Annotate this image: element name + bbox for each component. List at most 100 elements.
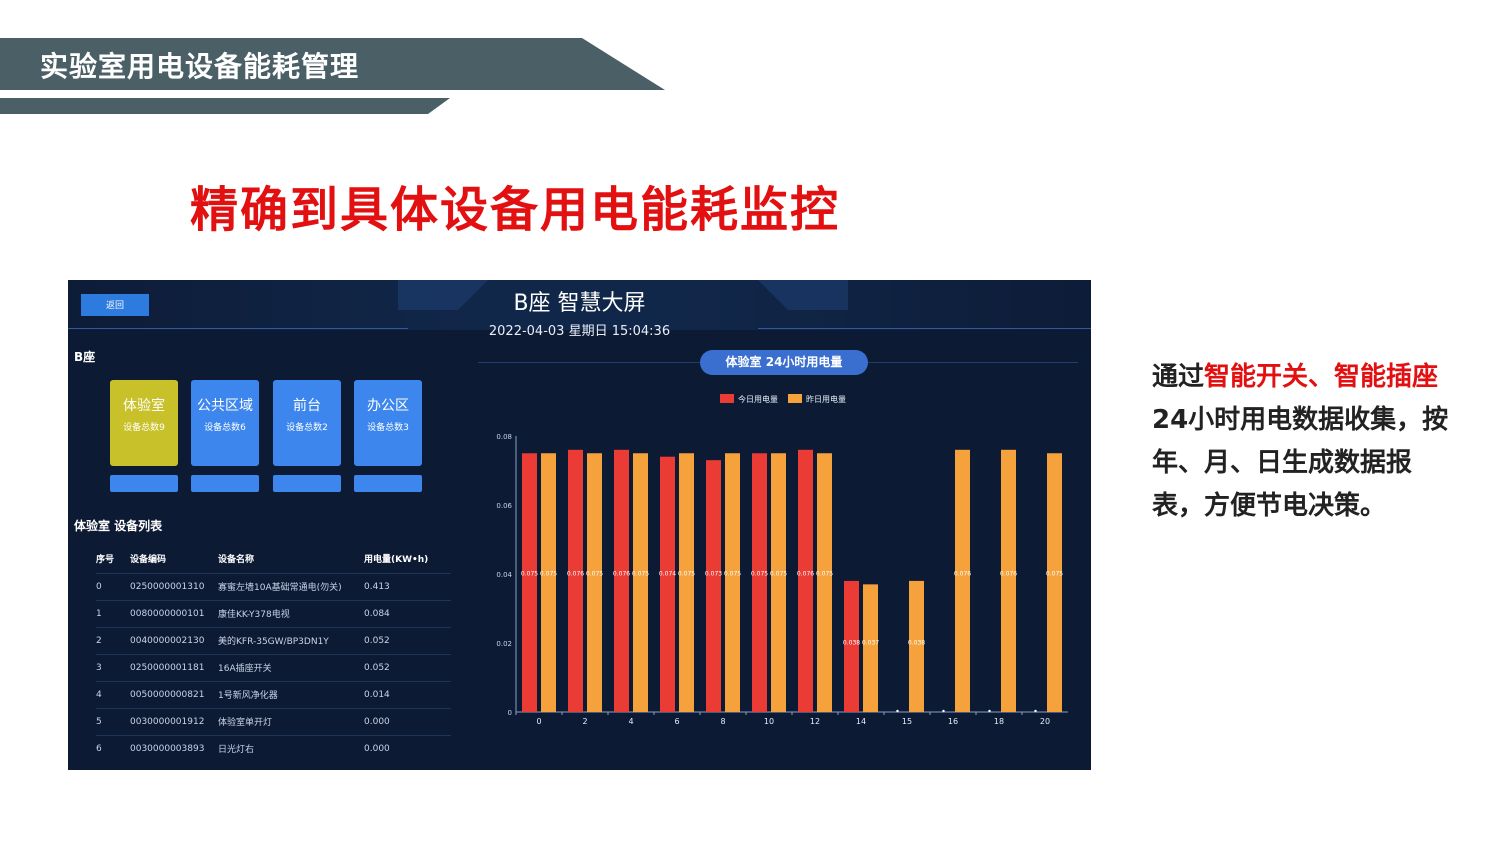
table-row[interactable]: 6 0030000003893 日光灯右 0.000 xyxy=(96,734,451,762)
chart-title: 体验室 24小时用电量 xyxy=(700,350,868,375)
legend-swatch-yesterday xyxy=(788,394,802,403)
data-label: 0.038 xyxy=(908,640,925,647)
y-tick-label: 0.04 xyxy=(496,571,512,579)
table-cell: 2 xyxy=(96,626,130,654)
bar-today xyxy=(522,453,537,712)
bar-yesterday xyxy=(863,584,878,712)
bar-today xyxy=(706,460,721,712)
table-cell: 日光灯右 xyxy=(218,734,364,762)
x-tick-label: 0 xyxy=(536,717,541,725)
x-tick-label: 20 xyxy=(1040,717,1050,725)
area-bar[interactable] xyxy=(273,475,341,492)
table-cell: 0030000001912 xyxy=(130,707,218,735)
table-cell: 0.052 xyxy=(364,626,451,654)
data-label: 0.076 xyxy=(567,571,584,578)
table-cell: 3 xyxy=(96,653,130,681)
y-tick-label: 0.02 xyxy=(496,640,512,648)
building-label: B座 xyxy=(74,350,96,364)
bar-today xyxy=(660,456,675,712)
area-name: 公共区域 xyxy=(197,398,253,414)
zero-point xyxy=(896,709,899,713)
bar-today xyxy=(798,449,813,712)
dashboard-title: B座 智慧大屏 xyxy=(513,291,646,316)
legend-swatch-today xyxy=(720,394,734,403)
bar-yesterday xyxy=(771,453,786,712)
col-header: 序号 xyxy=(96,555,115,566)
table-cell: 1号新风净化器 xyxy=(218,680,364,708)
data-label: 0.076 xyxy=(1000,571,1017,578)
dashboard-datetime: 2022-04-03 星期日 15:04:36 xyxy=(488,324,671,339)
area-bar[interactable] xyxy=(191,475,259,492)
bar-yesterday xyxy=(909,580,924,712)
data-label: 0.075 xyxy=(632,571,649,578)
chart-legend: 今日用电量 昨日用电量 xyxy=(720,394,846,404)
data-label: 0.076 xyxy=(954,571,971,578)
area-card-office[interactable]: 办公区 设备总数3 xyxy=(354,380,422,466)
table-cell: 6 xyxy=(96,734,130,762)
bar-yesterday xyxy=(679,453,694,712)
data-label: 0.075 xyxy=(816,571,833,578)
x-tick-label: 18 xyxy=(994,717,1004,725)
table-row[interactable]: 5 0030000001912 体验室单开灯 0.000 xyxy=(96,707,451,735)
header-strip xyxy=(0,98,450,114)
table-cell: 0250000001310 xyxy=(130,572,218,600)
y-tick-label: 0 xyxy=(508,709,512,717)
table-row[interactable]: 4 0050000000821 1号新风净化器 0.014 xyxy=(96,680,451,708)
area-card-lab[interactable]: 体验室 设备总数9 xyxy=(110,380,178,466)
data-label: 0.075 xyxy=(540,571,557,578)
data-label: 0.076 xyxy=(797,571,814,578)
zero-point xyxy=(988,709,991,713)
table-cell: 0.000 xyxy=(364,707,451,735)
bar-yesterday xyxy=(633,453,648,712)
x-tick-label: 2 xyxy=(582,717,587,725)
slide-headline: 精确到具体设备用电能耗监控 xyxy=(190,182,841,238)
side-description: 通过智能开关、智能插座 24小时用电数据收集，按年、月、日生成数据报表，方便节电决… xyxy=(1152,356,1452,528)
data-label: 0.075 xyxy=(586,571,603,578)
col-header: 用电量(KW•h) xyxy=(364,555,429,566)
table-cell: 寡蜜左墙10A基础常通电(勿关) xyxy=(218,572,364,600)
x-tick-label: 8 xyxy=(720,717,725,725)
side-text-part1: 通过 xyxy=(1152,362,1205,392)
data-label: 0.075 xyxy=(770,571,787,578)
table-row[interactable]: 2 0040000002130 美的KFR-35GW/BP3DN1Y 0.052 xyxy=(96,626,451,654)
header-band xyxy=(0,38,665,90)
area-bar[interactable] xyxy=(110,475,178,492)
x-tick-label: 16 xyxy=(948,717,958,725)
table-row[interactable]: 3 0250000001181 16A插座开关 0.052 xyxy=(96,653,451,681)
area-device-count: 设备总数9 xyxy=(123,423,165,433)
area-bar[interactable] xyxy=(354,475,422,492)
table-row[interactable]: 0 0250000001310 寡蜜左墙10A基础常通电(勿关) 0.413 xyxy=(96,572,451,600)
table-cell: 1 xyxy=(96,599,130,627)
area-card-public[interactable]: 公共区域 设备总数6 xyxy=(191,380,259,466)
x-tick-label: 14 xyxy=(856,717,866,725)
data-label: 0.037 xyxy=(862,640,879,647)
table-cell: 0.000 xyxy=(364,734,451,762)
area-name: 前台 xyxy=(293,398,321,414)
side-text-part2: 24小时用电数据收集，按年、月、日生成数据报表，方便节电决策。 xyxy=(1152,405,1449,521)
x-tick-label: 10 xyxy=(764,717,774,725)
back-button[interactable]: 返回 xyxy=(81,294,149,316)
legend-today: 今日用电量 xyxy=(738,394,778,404)
zero-point xyxy=(1034,709,1037,713)
data-label: 0.076 xyxy=(613,571,630,578)
y-tick-label: 0.06 xyxy=(496,502,512,510)
bar-yesterday xyxy=(817,453,832,712)
legend-yesterday: 昨日用电量 xyxy=(806,394,846,404)
data-label: 0.075 xyxy=(751,571,768,578)
area-device-count: 设备总数3 xyxy=(367,423,409,433)
table-cell: 0050000000821 xyxy=(130,680,218,708)
bar-today xyxy=(568,449,583,712)
table-cell: 0.014 xyxy=(364,680,451,708)
table-cell: 0030000003893 xyxy=(130,734,218,762)
area-card-front-desk[interactable]: 前台 设备总数2 xyxy=(273,380,341,466)
topbar-line-right xyxy=(758,328,1091,329)
data-label: 0.038 xyxy=(843,640,860,647)
table-header-row: 序号 设备编码 设备名称 用电量(KW•h) xyxy=(96,545,451,573)
x-tick-label: 15 xyxy=(902,717,912,725)
bar-today xyxy=(614,449,629,712)
device-table: 序号 设备编码 设备名称 用电量(KW•h) 0 0250000001310 寡蜜左… xyxy=(96,545,451,762)
table-row[interactable]: 1 0080000000101 康佳KK-Y378电视 0.084 xyxy=(96,599,451,627)
table-cell: 0040000002130 xyxy=(130,626,218,654)
table-cell: 0.084 xyxy=(364,599,451,627)
table-cell: 0080000000101 xyxy=(130,599,218,627)
